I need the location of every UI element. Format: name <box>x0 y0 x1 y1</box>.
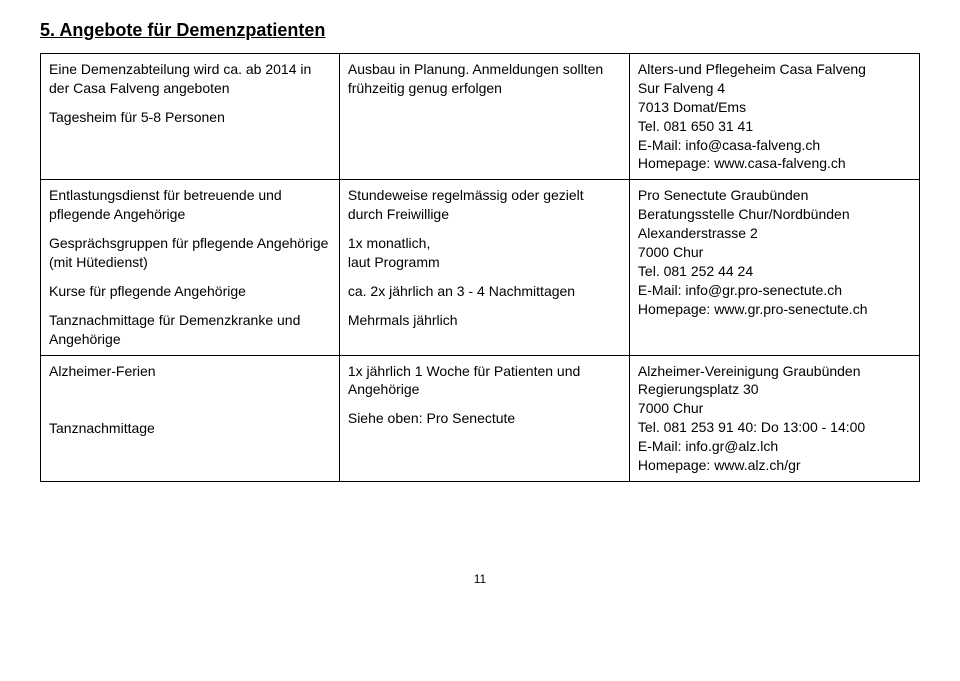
cell-line: Homepage: www.casa-falveng.ch <box>638 154 911 173</box>
cell-line: Tel. 081 253 91 40: Do 13:00 - 14:00 <box>638 418 911 437</box>
cell-line: Alexanderstrasse 2 <box>638 224 911 243</box>
cell-line <box>49 390 331 409</box>
table-row: Alzheimer-Ferien Tanznachmittage 1x jähr… <box>41 355 920 481</box>
cell-line: Mehrmals jährlich <box>348 311 621 330</box>
cell-details: Stundeweise regelmässig oder gezielt dur… <box>339 180 629 355</box>
offerings-table: Eine Demenzabteilung wird ca. ab 2014 in… <box>40 53 920 482</box>
cell-line: Eine Demenzabteilung wird ca. ab 2014 in… <box>49 60 331 98</box>
cell-line: Entlastungsdienst für betreuende und pfl… <box>49 186 331 224</box>
cell-description: Entlastungsdienst für betreuende und pfl… <box>41 180 340 355</box>
cell-line: E-Mail: info.gr@alz.lch <box>638 437 911 456</box>
cell-line: Tel. 081 252 44 24 <box>638 262 911 281</box>
cell-line: Tanznachmittage für Demenzkranke und Ang… <box>49 311 331 349</box>
section-heading: 5. Angebote für Demenzpatienten <box>40 20 920 41</box>
cell-line: 1x jährlich 1 Woche für Patienten und An… <box>348 362 621 400</box>
cell-line: E-Mail: info@casa-falveng.ch <box>638 136 911 155</box>
cell-description: Alzheimer-Ferien Tanznachmittage <box>41 355 340 481</box>
cell-contact: Alters-und Pflegeheim Casa Falveng Sur F… <box>629 54 919 180</box>
cell-line: 7000 Chur <box>638 399 911 418</box>
cell-line: Alzheimer-Vereinigung Graubünden <box>638 362 911 381</box>
cell-contact: Pro Senectute Graubünden Beratungsstelle… <box>629 180 919 355</box>
cell-line: Homepage: www.gr.pro-senectute.ch <box>638 300 911 319</box>
table-row: Entlastungsdienst für betreuende und pfl… <box>41 180 920 355</box>
cell-description: Eine Demenzabteilung wird ca. ab 2014 in… <box>41 54 340 180</box>
table-body: Eine Demenzabteilung wird ca. ab 2014 in… <box>41 54 920 482</box>
cell-line: ca. 2x jährlich an 3 - 4 Nachmittagen <box>348 282 621 301</box>
cell-details: Ausbau in Planung. Anmeldungen sollten f… <box>339 54 629 180</box>
cell-line: Siehe oben: Pro Senectute <box>348 409 621 428</box>
table-row: Eine Demenzabteilung wird ca. ab 2014 in… <box>41 54 920 180</box>
cell-line: Alzheimer-Ferien <box>49 362 331 381</box>
cell-line: Pro Senectute Graubünden <box>638 186 911 205</box>
cell-line: 7000 Chur <box>638 243 911 262</box>
cell-line: Tel. 081 650 31 41 <box>638 117 911 136</box>
cell-details: 1x jährlich 1 Woche für Patienten und An… <box>339 355 629 481</box>
cell-line: Ausbau in Planung. Anmeldungen sollten f… <box>348 60 621 98</box>
cell-line: Gesprächsgruppen für pflegende Angehörig… <box>49 234 331 272</box>
cell-line: Kurse für pflegende Angehörige <box>49 282 331 301</box>
cell-line: Stundeweise regelmässig oder gezielt dur… <box>348 186 621 224</box>
cell-line: 1x monatlich, laut Programm <box>348 234 621 272</box>
cell-line: 7013 Domat/Ems <box>638 98 911 117</box>
cell-contact: Alzheimer-Vereinigung Graubünden Regieru… <box>629 355 919 481</box>
cell-line: Sur Falveng 4 <box>638 79 911 98</box>
page-number: 11 <box>40 572 920 586</box>
cell-line: Beratungsstelle Chur/Nordbünden <box>638 205 911 224</box>
cell-line: E-Mail: info@gr.pro-senectute.ch <box>638 281 911 300</box>
cell-line: Homepage: www.alz.ch/gr <box>638 456 911 475</box>
cell-line: Tanznachmittage <box>49 419 331 438</box>
cell-line: Regierungsplatz 30 <box>638 380 911 399</box>
cell-line: Tagesheim für 5-8 Personen <box>49 108 331 127</box>
cell-line: Alters-und Pflegeheim Casa Falveng <box>638 60 911 79</box>
